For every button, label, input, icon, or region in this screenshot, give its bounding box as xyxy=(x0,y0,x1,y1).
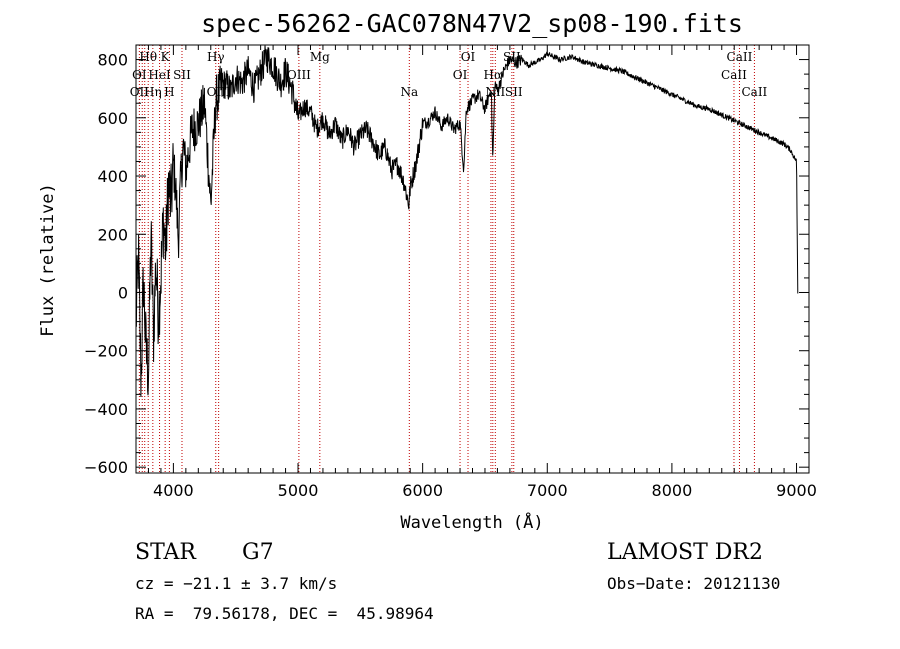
line-marker-label: OIII xyxy=(287,68,311,82)
line-marker-label: Hθ xyxy=(139,50,157,64)
line-marker-label: K xyxy=(161,50,171,64)
x-tick-label: 6000 xyxy=(402,481,443,500)
survey-name: LAMOST DR2 xyxy=(607,540,763,565)
line-marker-label: Hη xyxy=(144,85,162,99)
y-tick-label: −200 xyxy=(84,342,128,361)
line-marker-label: OI xyxy=(453,68,468,82)
x-tick-label: 4000 xyxy=(153,481,194,500)
line-marker-label: CaII xyxy=(741,85,767,99)
line-marker-label: CaII xyxy=(721,68,747,82)
y-tick-label: 200 xyxy=(97,225,128,244)
x-tick-label: 8000 xyxy=(652,481,693,500)
x-axis-label: Wavelength (Å) xyxy=(400,511,543,533)
line-marker-label: H xyxy=(164,85,174,99)
y-axis-label: Flux (relative) xyxy=(38,183,58,337)
y-tick-label: 600 xyxy=(97,109,128,128)
line-marker-label: Hγ xyxy=(207,50,225,64)
line-marker-label: Na xyxy=(400,85,418,99)
line-marker-label: SII xyxy=(505,85,523,99)
object-subclass: G7 xyxy=(242,540,274,565)
y-tick-label: −600 xyxy=(84,458,128,477)
x-tick-label: 9000 xyxy=(776,481,817,500)
object-class: STAR xyxy=(135,540,196,565)
x-tick-label: 7000 xyxy=(527,481,568,500)
line-marker-label: OI xyxy=(132,68,147,82)
y-axis: −600 −400 −200 0 200 400 600 800 xyxy=(84,51,809,477)
spectrum-layer xyxy=(135,45,799,398)
y-tick-label: 400 xyxy=(97,167,128,186)
line-marker-label: OII xyxy=(130,85,150,99)
emission-line-markers xyxy=(138,45,755,473)
line-marker-label: HeI xyxy=(148,68,171,82)
coordinates-text: RA = 79.56178, DEC = 45.98964 xyxy=(135,604,434,623)
chart-title: spec-56262-GAC078N47V2_sp08-190.fits xyxy=(201,9,743,38)
x-axis: 4000 5000 6000 7000 8000 9000 xyxy=(135,45,817,500)
line-marker-label: CaII xyxy=(727,50,753,64)
line-marker-label: Hα xyxy=(484,68,503,82)
line-marker-label: OI xyxy=(461,50,476,64)
spectrum-line xyxy=(135,45,799,398)
y-tick-label: −400 xyxy=(84,400,128,419)
obs-date-text: Obs−Date: 20121130 xyxy=(607,574,781,593)
line-marker-label: SII xyxy=(173,68,191,82)
x-tick-label: 5000 xyxy=(278,481,319,500)
line-marker-label: Mg xyxy=(310,50,330,64)
y-tick-label: 0 xyxy=(118,283,128,302)
redshift-text: cz = −21.1 ± 3.7 km/s xyxy=(135,574,338,593)
y-tick-label: 800 xyxy=(97,51,128,70)
